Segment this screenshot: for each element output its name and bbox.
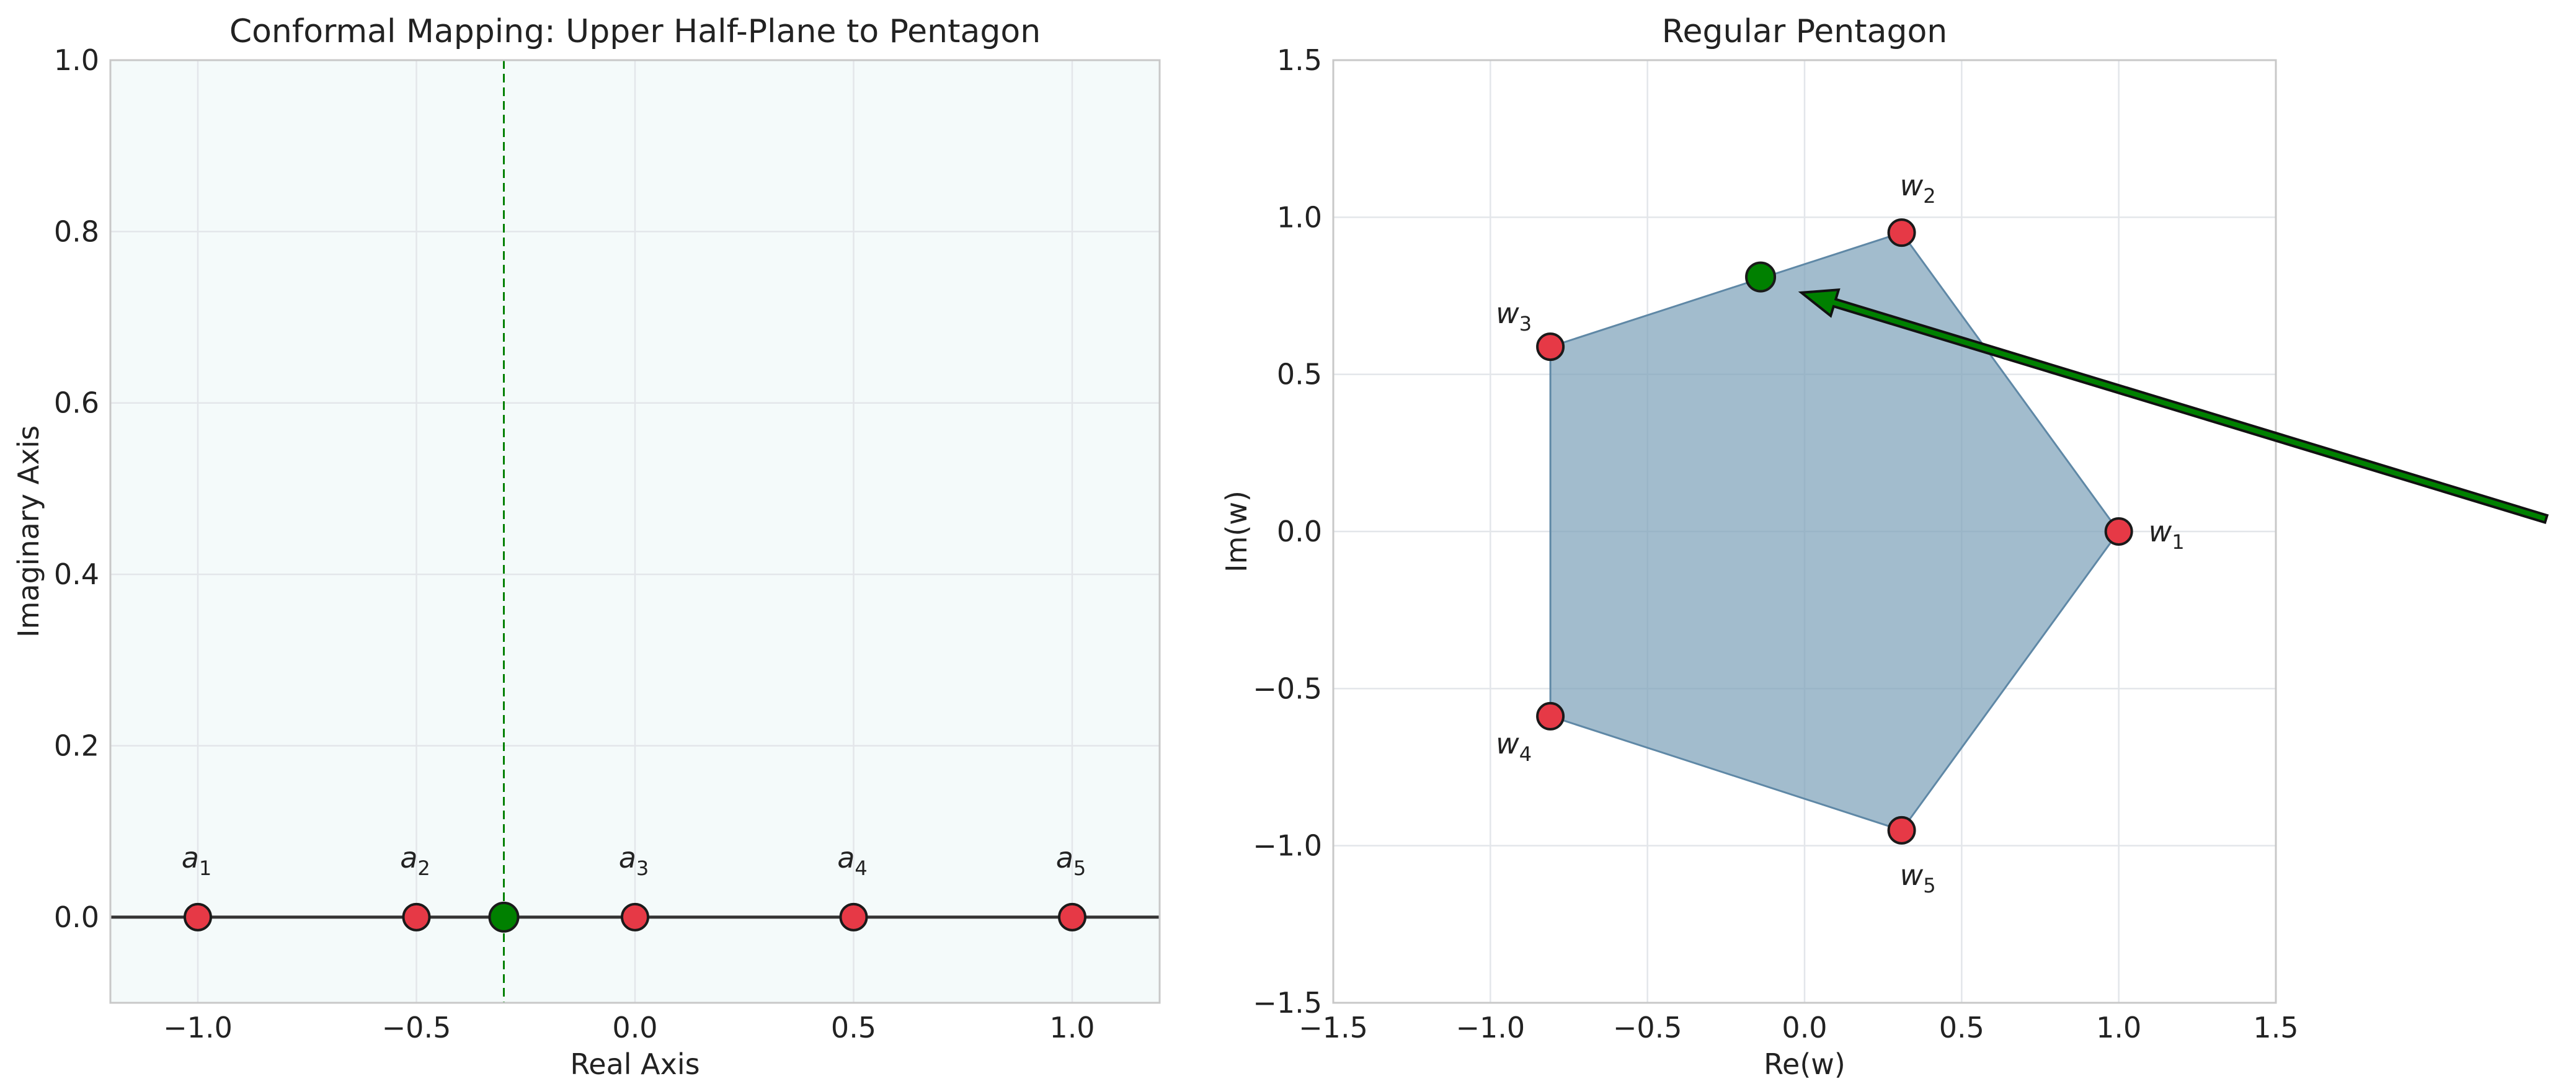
- y-tick-label: 0.0: [1277, 515, 1322, 548]
- y-tick-label: 0.5: [1277, 358, 1322, 391]
- y-tick-label: 0.4: [54, 558, 99, 591]
- y-tick-label: −1.0: [1253, 829, 1322, 863]
- prevertex-point-a2: [402, 902, 431, 931]
- prevertex-label-a3: a3: [619, 841, 649, 880]
- halfplane-x-axis-label: Real Axis: [570, 1047, 700, 1081]
- pentagon-title: Regular Pentagon: [1662, 13, 1947, 50]
- halfplane-y-axis-label: Imaginary Axis: [12, 425, 45, 638]
- x-tick-label: −1.5: [1299, 1011, 1368, 1044]
- y-tick-label: 1.0: [54, 43, 99, 77]
- prevertex-label-a1: a1: [182, 841, 212, 880]
- y-tick-label: 0.2: [54, 729, 99, 762]
- x-tick-label: −1.0: [163, 1011, 233, 1044]
- pentagon-vertex-label-w5: w5: [1900, 858, 1936, 897]
- pentagon-vertex-w4: [1536, 701, 1565, 731]
- y-tick-label: 0.6: [54, 386, 99, 420]
- pentagon-vertex-label-w1: w1: [2149, 515, 2185, 554]
- halfplane-highlight-point: [488, 901, 520, 933]
- pentagon-vertex-label-w3: w3: [1496, 296, 1532, 336]
- pentagon-shape: [1549, 231, 2120, 832]
- pentagon-highlight-point: [1745, 261, 1777, 293]
- pentagon-vertex-w5: [1887, 816, 1916, 845]
- x-tick-label: 0.5: [831, 1011, 876, 1044]
- x-tick-label: 1.0: [1049, 1011, 1095, 1044]
- x-tick-label: 1.0: [2096, 1011, 2141, 1044]
- prevertex-point-a1: [184, 902, 212, 931]
- pentagon-vertex-w3: [1536, 332, 1565, 362]
- prevertex-label-a4: a4: [837, 841, 868, 880]
- pentagon-panel: w1 w2 w3 w4 w5 −1.5 −1.0 −0.5 0.0 0.5 1.0 1.5 −1.5…: [1220, 13, 2299, 1081]
- halfplane-x-tick-labels: −1.0 −0.5 0.0 0.5 1.0: [163, 1011, 1095, 1044]
- pentagon-vertex-label-w4: w4: [1496, 727, 1532, 766]
- prevertex-label-a2: a2: [400, 841, 430, 880]
- x-tick-label: 0.5: [1939, 1011, 1984, 1044]
- y-tick-label: −1.5: [1253, 986, 1322, 1020]
- pentagon-axes-frame: [1332, 59, 2277, 1004]
- x-tick-label: 1.5: [2253, 1011, 2298, 1044]
- y-tick-label: −0.5: [1253, 672, 1322, 705]
- halfplane-axes-frame: [109, 59, 1161, 1004]
- y-tick-label: 1.0: [1277, 200, 1322, 234]
- mapping-arrow: [1798, 288, 2549, 524]
- halfplane-y-tick-labels: 0.0 0.2 0.4 0.6 0.8 1.0: [54, 43, 99, 934]
- pentagon-vertex-w1: [2104, 517, 2133, 546]
- y-tick-label: 1.5: [1277, 43, 1322, 77]
- x-tick-label: 0.0: [1782, 1011, 1827, 1044]
- x-tick-label: −0.5: [382, 1011, 451, 1044]
- prevertex-point-a5: [1058, 902, 1086, 931]
- x-tick-label: 0.0: [612, 1011, 657, 1044]
- y-tick-label: 0.0: [54, 900, 99, 934]
- x-tick-label: −0.5: [1613, 1011, 1682, 1044]
- x-tick-label: −1.0: [1455, 1011, 1525, 1044]
- y-tick-label: 0.8: [54, 215, 99, 248]
- halfplane-panel: a1 a2 a3 a4 a5 −1.0 −0.5 0.0 0.5 1.0 0.00.20.40.…: [12, 13, 1161, 1081]
- pentagon-x-axis-label: Re(w): [1764, 1047, 1845, 1081]
- prevertex-point-a4: [839, 902, 868, 931]
- halfplane-title: Conformal Mapping: Upper Half-Plane to P…: [229, 13, 1041, 50]
- prevertex-points: a1 a2 a3 a4 a5: [182, 841, 1086, 933]
- mapping-arrow-shape: [1798, 288, 2549, 524]
- prevertex-point-a3: [621, 902, 649, 931]
- pentagon-y-tick-labels: −1.5 −1.0 −0.5 0.0 0.5 1.0 1.5: [1253, 43, 1322, 1020]
- pentagon-vertex-label-w2: w2: [1900, 169, 1936, 208]
- prevertex-label-a5: a5: [1056, 841, 1086, 880]
- pentagon-x-tick-labels: −1.5 −1.0 −0.5 0.0 0.5 1.0 1.5: [1299, 1011, 2298, 1044]
- pentagon-vertex-points: w1 w2 w3 w4 w5: [1496, 169, 2185, 897]
- pentagon-vertex-w2: [1887, 218, 1916, 247]
- pentagon-y-axis-label: Im(w): [1220, 491, 1253, 572]
